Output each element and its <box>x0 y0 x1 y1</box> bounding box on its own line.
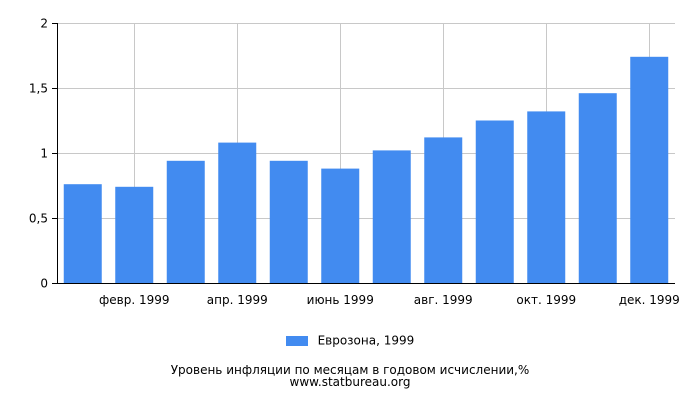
bar <box>578 93 617 283</box>
y-tick-label: 1,5 <box>29 82 48 96</box>
y-tick-label: 0 <box>40 277 48 291</box>
bar <box>475 120 514 283</box>
bar <box>527 111 566 284</box>
legend-label: Еврозона, 1999 <box>317 333 415 348</box>
bar <box>269 160 308 283</box>
y-tick-label: 0,5 <box>29 212 48 226</box>
bar <box>115 186 154 283</box>
bar <box>63 184 102 283</box>
bar <box>166 160 205 283</box>
x-tick-label: дек. 1999 <box>619 293 680 307</box>
y-tick-label: 1 <box>40 147 48 161</box>
bar <box>424 137 463 283</box>
x-tick-label: апр. 1999 <box>207 293 268 307</box>
x-tick-label: окт. 1999 <box>516 293 576 307</box>
bar <box>218 142 257 283</box>
bar <box>372 150 411 283</box>
x-tick-label: июнь 1999 <box>307 293 374 307</box>
source-url: www.statbureau.org <box>289 375 411 389</box>
bar <box>321 168 360 283</box>
chart-caption: Уровень инфляции по месяцам в годовом ис… <box>170 363 530 377</box>
bars <box>63 56 669 284</box>
y-tick-label: 2 <box>40 17 48 31</box>
x-tick-label: авг. 1999 <box>414 293 473 307</box>
bar <box>630 56 669 283</box>
x-tick-label: февр. 1999 <box>99 293 170 307</box>
axes <box>52 23 675 284</box>
legend: Еврозона, 1999 <box>0 333 700 348</box>
tick-labels: 0 0,5 1 1,5 2 февр. 1999 апр. 1999 июнь 1999 авг… <box>29 17 680 308</box>
legend-swatch <box>285 335 308 346</box>
